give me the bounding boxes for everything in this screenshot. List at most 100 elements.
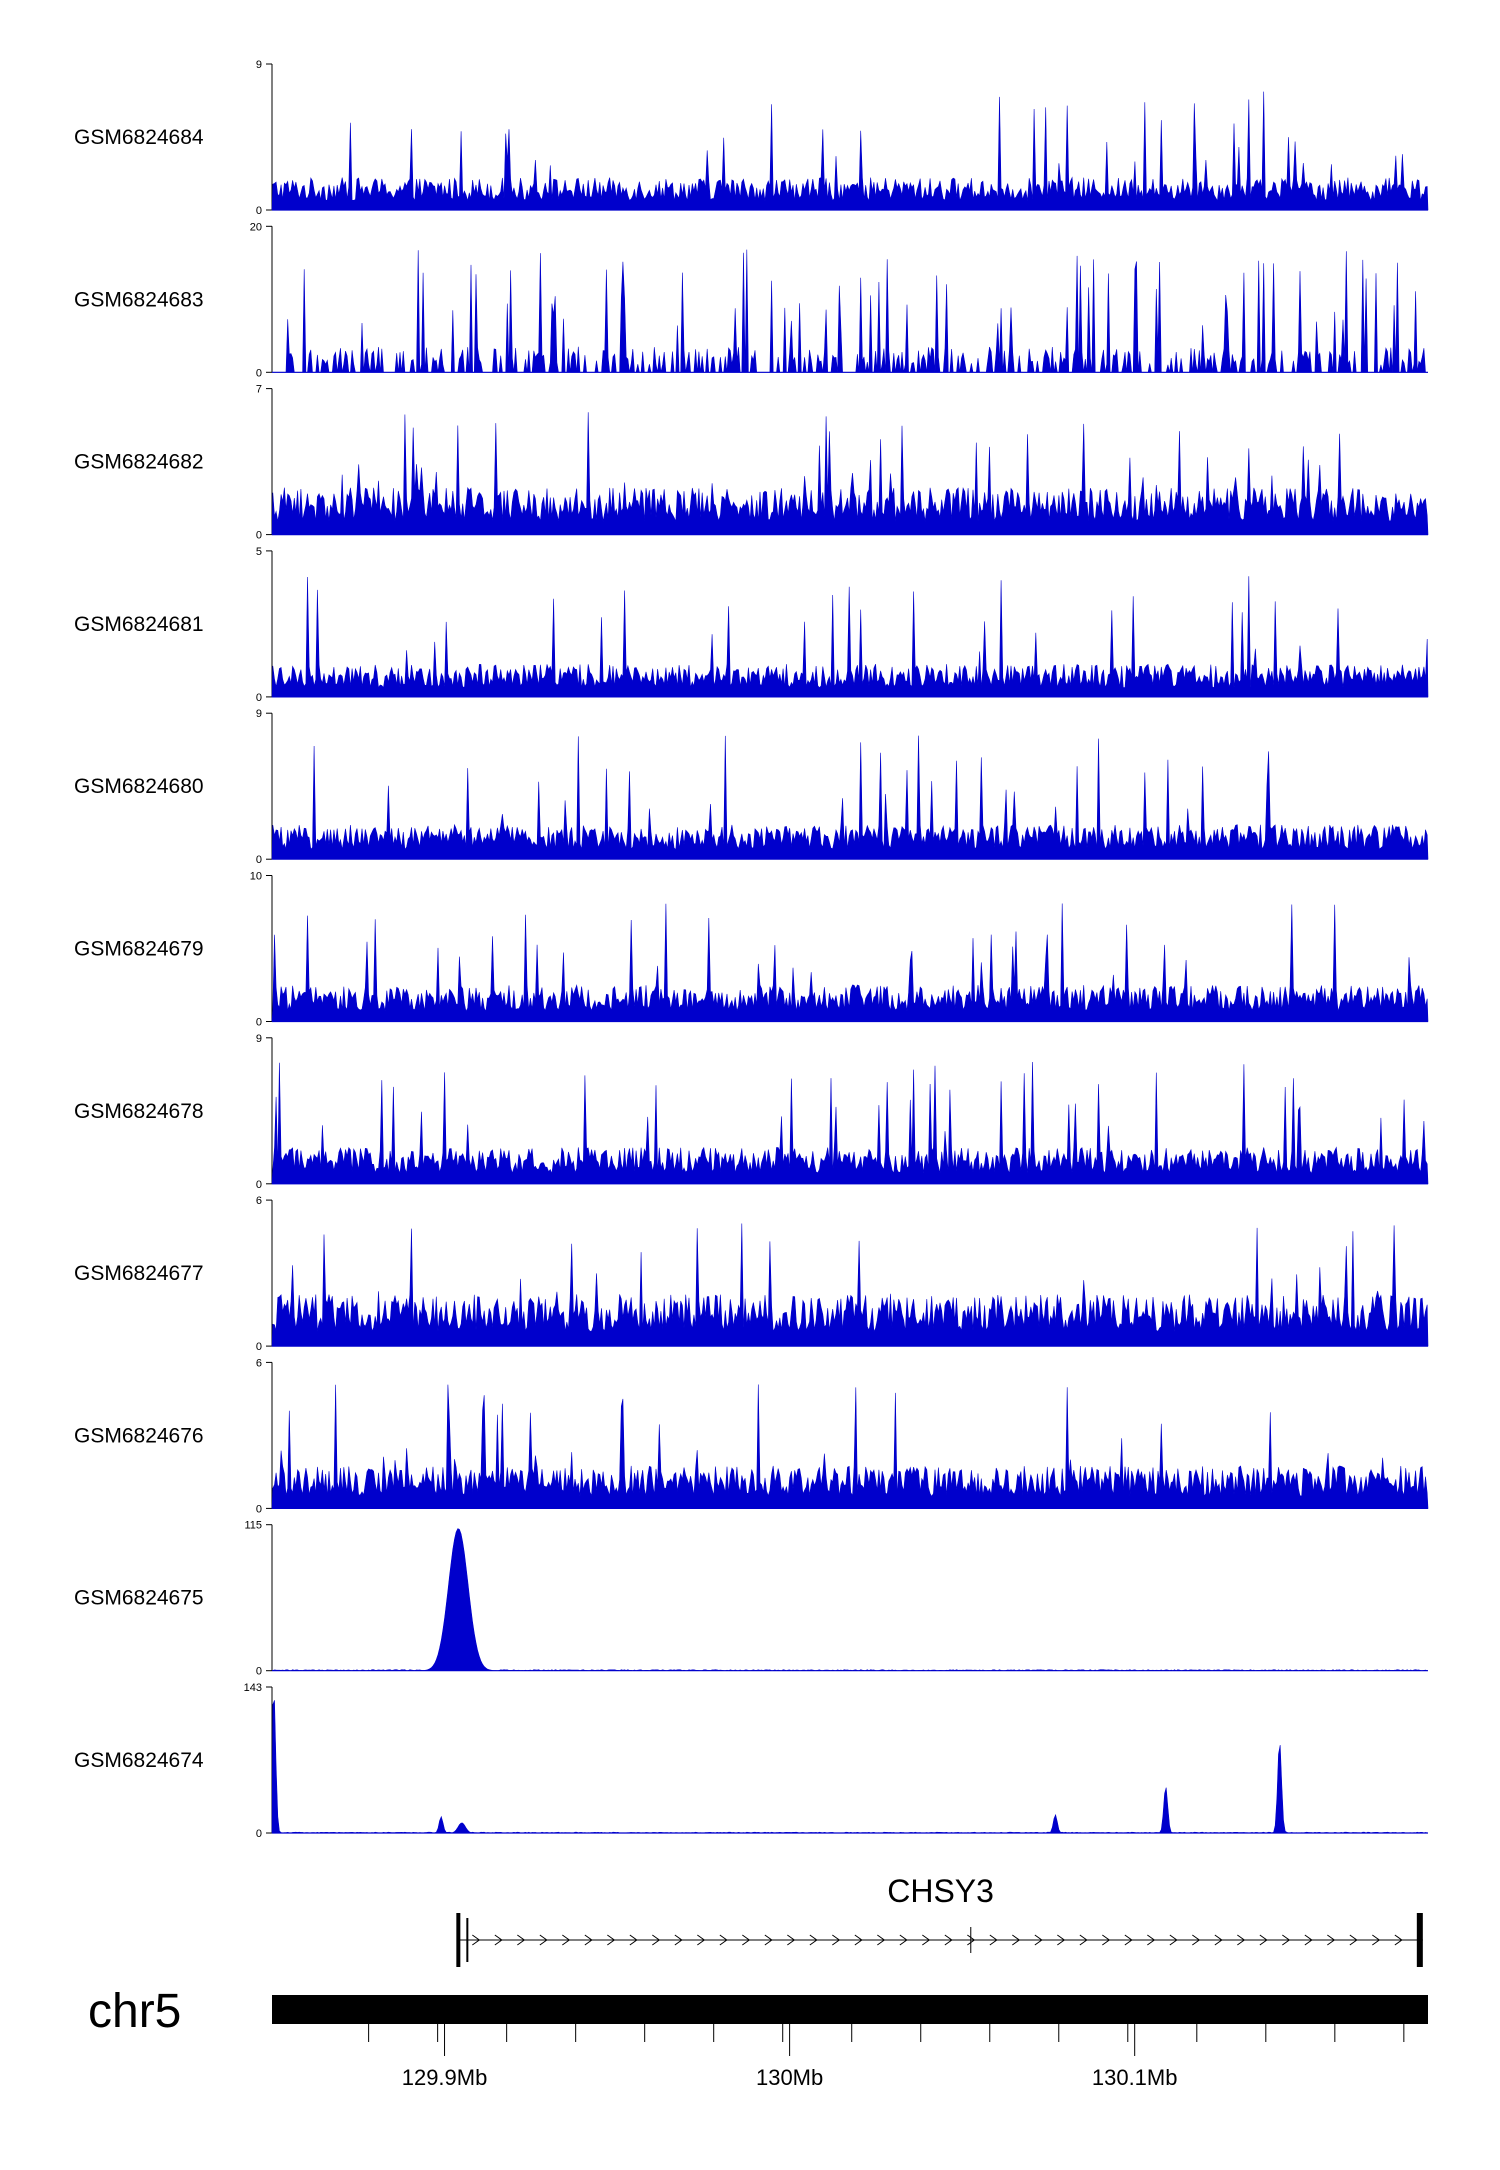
strand-arrow bbox=[697, 1934, 706, 1946]
track-label: GSM6824684 bbox=[74, 126, 204, 149]
strand-arrow bbox=[1057, 1934, 1066, 1946]
gene-exon bbox=[456, 1913, 461, 1967]
strand-arrow bbox=[494, 1934, 503, 1946]
strand-arrow bbox=[787, 1934, 796, 1946]
strand-arrow bbox=[1147, 1934, 1156, 1946]
track-GSM6824681: GSM6824681 5 0 bbox=[74, 546, 1429, 704]
strand-arrow bbox=[652, 1934, 661, 1946]
strand-arrow bbox=[584, 1934, 593, 1946]
y-max-label: 5 bbox=[256, 546, 262, 558]
y-max-label: 6 bbox=[256, 1357, 262, 1369]
gene-exon bbox=[1416, 1913, 1423, 1967]
y-min-label: 0 bbox=[256, 1341, 262, 1353]
track-label: GSM6824674 bbox=[74, 1749, 204, 1772]
strand-arrow bbox=[1214, 1934, 1223, 1946]
y-max-label: 7 bbox=[256, 384, 262, 396]
signal-area bbox=[271, 576, 1429, 698]
gene-exon bbox=[466, 1918, 469, 1962]
y-max-label: 9 bbox=[256, 59, 262, 71]
track-label: GSM6824678 bbox=[74, 1100, 204, 1123]
signal-area bbox=[271, 903, 1429, 1022]
signal-area bbox=[271, 1700, 1429, 1834]
signal-area bbox=[271, 91, 1429, 211]
strand-arrow bbox=[1192, 1934, 1201, 1946]
strand-arrow bbox=[854, 1934, 863, 1946]
y-max-label: 9 bbox=[256, 1033, 262, 1045]
y-max-label: 115 bbox=[244, 1520, 262, 1532]
strand-arrow bbox=[1304, 1934, 1313, 1946]
strand-arrow bbox=[1079, 1934, 1088, 1946]
y-max-label: 20 bbox=[250, 221, 262, 233]
y-min-label: 0 bbox=[256, 1828, 262, 1840]
track-GSM6824675: GSM6824675 115 0 bbox=[74, 1520, 1428, 1678]
track-GSM6824676: GSM6824676 6 0 bbox=[74, 1357, 1429, 1515]
strand-arrow bbox=[1282, 1934, 1291, 1946]
strand-arrow bbox=[1394, 1934, 1403, 1946]
track-label: GSM6824677 bbox=[74, 1262, 204, 1285]
chromosome-bar bbox=[272, 1995, 1428, 2024]
track-GSM6824678: GSM6824678 9 0 bbox=[74, 1033, 1429, 1191]
strand-arrow bbox=[764, 1934, 773, 1946]
chromosome-ideogram: chr5 bbox=[88, 1985, 1428, 2038]
strand-arrow bbox=[1259, 1934, 1268, 1946]
genomic-axis: 129.9Mb 130Mb 130.1Mb bbox=[368, 2024, 1405, 2090]
track-GSM6824680: GSM6824680 9 0 bbox=[74, 708, 1429, 866]
track-label: GSM6824682 bbox=[74, 451, 204, 474]
strand-arrow bbox=[1237, 1934, 1246, 1946]
strand-arrow bbox=[989, 1934, 998, 1946]
track-GSM6824679: GSM6824679 10 0 bbox=[74, 871, 1429, 1029]
track-GSM6824674: GSM6824674 143 0 bbox=[74, 1682, 1429, 1840]
signal-area bbox=[271, 1061, 1429, 1185]
strand-arrow bbox=[944, 1934, 953, 1946]
track-label: GSM6824676 bbox=[74, 1424, 204, 1447]
track-GSM6824684: GSM6824684 9 0 bbox=[74, 59, 1429, 217]
strand-arrow bbox=[1327, 1934, 1336, 1946]
track-label: GSM6824679 bbox=[74, 938, 204, 961]
strand-arrow bbox=[719, 1934, 728, 1946]
y-min-label: 0 bbox=[256, 530, 262, 542]
strand-arrow bbox=[629, 1934, 638, 1946]
chromosome-label: chr5 bbox=[88, 1985, 181, 2038]
track-GSM6824677: GSM6824677 6 0 bbox=[74, 1195, 1429, 1353]
track-GSM6824683: GSM6824683 20 0 bbox=[74, 221, 1428, 379]
y-max-label: 6 bbox=[256, 1195, 262, 1207]
gene-track: CHSY3 bbox=[456, 1873, 1423, 1967]
strand-arrow bbox=[899, 1934, 908, 1946]
track-label: GSM6824683 bbox=[74, 288, 204, 311]
signal-area bbox=[271, 1384, 1429, 1509]
strand-arrow bbox=[539, 1934, 548, 1946]
axis-tick-label: 129.9Mb bbox=[402, 2065, 488, 2090]
signal-area bbox=[271, 1528, 1428, 1672]
strand-arrow bbox=[607, 1934, 616, 1946]
strand-arrow bbox=[922, 1934, 931, 1946]
strand-arrow bbox=[1349, 1934, 1358, 1946]
strand-arrow bbox=[1169, 1934, 1178, 1946]
signal-area bbox=[271, 1223, 1429, 1347]
strand-arrow bbox=[832, 1934, 841, 1946]
strand-arrow bbox=[809, 1934, 818, 1946]
y-min-label: 0 bbox=[256, 692, 262, 704]
y-max-label: 9 bbox=[256, 708, 262, 720]
y-min-label: 0 bbox=[256, 1666, 262, 1678]
signal-tracks: GSM682468490GSM6824683200GSM682468270GSM… bbox=[74, 59, 1429, 1840]
strand-arrow bbox=[562, 1934, 571, 1946]
signal-area bbox=[271, 412, 1429, 535]
y-max-label: 143 bbox=[244, 1682, 262, 1694]
y-min-label: 0 bbox=[256, 367, 262, 379]
axis-tick-label: 130Mb bbox=[756, 2065, 823, 2090]
y-min-label: 0 bbox=[256, 854, 262, 866]
y-min-label: 0 bbox=[256, 1017, 262, 1029]
strand-arrow bbox=[742, 1934, 751, 1946]
track-label: GSM6824680 bbox=[74, 775, 204, 798]
axis-tick-label: 130.1Mb bbox=[1092, 2065, 1178, 2090]
signal-area bbox=[271, 735, 1429, 860]
y-max-label: 10 bbox=[250, 871, 262, 883]
strand-arrow bbox=[1034, 1934, 1043, 1946]
strand-arrow bbox=[674, 1934, 683, 1946]
strand-arrow bbox=[517, 1934, 526, 1946]
strand-arrow bbox=[877, 1934, 886, 1946]
strand-arrow bbox=[1102, 1934, 1111, 1946]
gene-name: CHSY3 bbox=[887, 1873, 994, 1909]
y-min-label: 0 bbox=[256, 1503, 262, 1515]
